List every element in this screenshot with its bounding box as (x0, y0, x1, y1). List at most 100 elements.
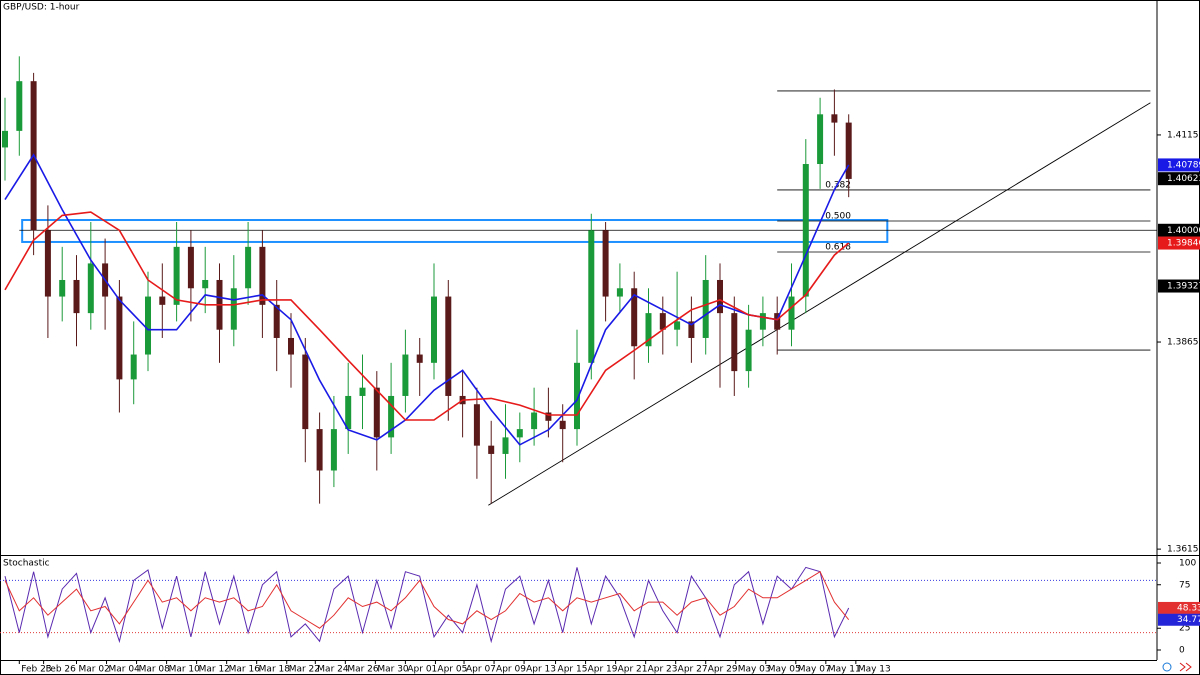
candle-body (202, 279, 209, 289)
x-tick-label: Mar 16 (229, 665, 261, 675)
x-tick-label: Feb 26 (46, 665, 77, 675)
price-label: 1.40789 (1167, 160, 1200, 170)
price-label-box (1158, 172, 1200, 186)
candle-body (388, 395, 395, 438)
candle-body (316, 429, 323, 471)
price-label-box (1158, 223, 1200, 237)
x-tick-label: Mar 24 (317, 665, 349, 675)
x-tick-label: Feb 23 (21, 665, 51, 675)
price-label-box (1158, 158, 1200, 172)
candle-body (44, 230, 51, 297)
candle-body (245, 246, 252, 289)
price-label-box (1158, 279, 1200, 293)
candle-body (702, 279, 709, 338)
x-tick-label: May 11 (828, 665, 861, 675)
candle-body (159, 296, 166, 305)
x-tick-label: Mar 30 (377, 665, 409, 675)
y-tick-label: 0 (1179, 645, 1185, 655)
price-label: 1.40000 (1167, 226, 1200, 236)
candle-body (173, 246, 180, 305)
x-tick-label: Mar 26 (347, 665, 379, 675)
y-tick-label: 25 (1179, 624, 1190, 634)
candle-body (831, 114, 838, 123)
fib-label: 0.500 (825, 212, 851, 222)
candle-body (345, 395, 352, 430)
candle-body (731, 313, 738, 372)
y-tick-label: 100 (1179, 559, 1196, 569)
x-tick-label: Mar 12 (199, 665, 230, 675)
x-tick-label: May 13 (858, 665, 891, 675)
candle-body (788, 296, 795, 330)
candle-body (631, 288, 638, 347)
x-tick-label: Apr 21 (618, 665, 648, 675)
fib-label: 0.382 (825, 180, 851, 190)
icon (1162, 662, 1172, 672)
moving-average (4, 211, 850, 421)
candle-body (2, 130, 9, 148)
candle-body (759, 313, 766, 330)
price-label: 1.39846 (1167, 239, 1200, 249)
x-tick-label: May 07 (798, 665, 831, 675)
candle-body (573, 362, 580, 430)
candle-body (16, 81, 23, 131)
chart-title: GBP/USD: 1-hour (3, 3, 80, 13)
candle-body (817, 114, 824, 165)
candle-body (187, 246, 194, 289)
price-label: 1.40623 (1167, 174, 1200, 184)
candle-body (130, 354, 137, 380)
candle-body (59, 279, 66, 297)
x-tick-label: Apr 01 (407, 665, 437, 675)
stochastic-line (4, 570, 850, 629)
x-tick-label: Apr 15 (558, 665, 588, 675)
candle-body (273, 304, 280, 338)
value-label-box (1158, 601, 1200, 614)
x-tick-label: Mar 10 (169, 665, 201, 675)
candle-body (745, 329, 752, 372)
candle-body (288, 337, 295, 355)
candle-body (230, 288, 237, 330)
indicator-title: Stochastic (3, 559, 50, 569)
candle-body (73, 279, 80, 314)
candle-body (645, 313, 652, 347)
price-label-box (1158, 236, 1200, 250)
fib-label: 0.618 (825, 242, 851, 252)
x-tick-label: Mar 02 (79, 665, 110, 675)
candle-body (502, 437, 509, 454)
candle-body (716, 279, 723, 314)
x-tick-label: Apr 07 (466, 665, 496, 675)
icon (1179, 662, 1192, 672)
trendline (488, 102, 1151, 506)
value-label-box (1158, 613, 1200, 626)
candle-body (431, 296, 438, 363)
x-tick-label: Apr 27 (678, 665, 708, 675)
candle-body (402, 354, 409, 396)
candle-body (531, 412, 538, 430)
candle-body (416, 354, 423, 363)
x-tick-label: Mar 04 (109, 665, 141, 675)
x-tick-label: Apr 09 (496, 665, 526, 675)
candle-body (545, 412, 552, 421)
y-tick-label: 75 (1179, 580, 1190, 590)
candle-body (688, 321, 695, 338)
candle-body (145, 296, 152, 355)
candle-body (588, 230, 595, 363)
x-tick-label: Mar 18 (259, 665, 291, 675)
value-label: 34.77 (1177, 615, 1200, 625)
x-tick-label: Mar 22 (289, 665, 320, 675)
moving-average (4, 153, 850, 446)
x-tick-label: May 05 (768, 665, 801, 675)
candle-body (774, 313, 781, 330)
candle-body (845, 122, 852, 179)
stochastic-line (4, 566, 850, 644)
candle-body (616, 288, 623, 297)
price-label: 1.39327 (1167, 282, 1200, 292)
candle-body (302, 354, 309, 430)
candle-body (473, 404, 480, 446)
candle-body (373, 387, 380, 438)
corner-icons (1162, 662, 1192, 672)
